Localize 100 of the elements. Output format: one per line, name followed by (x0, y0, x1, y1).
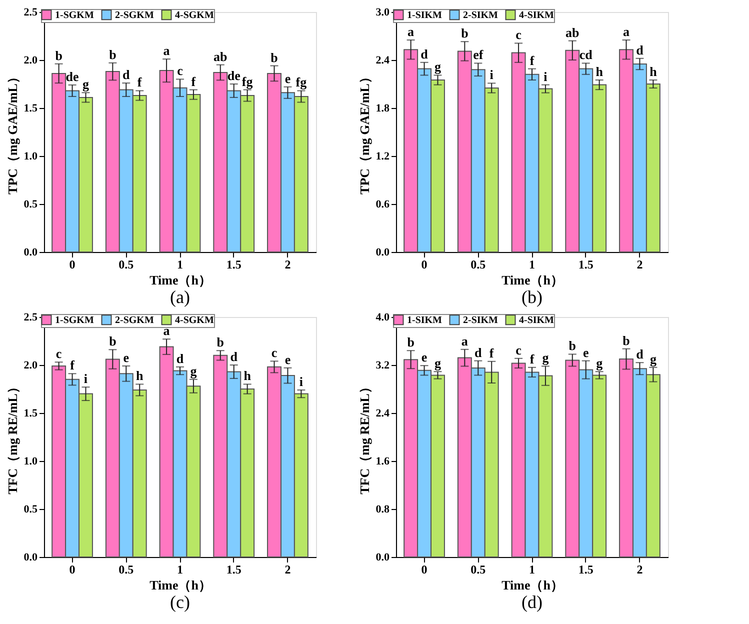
data-label: d (636, 42, 644, 58)
x-tick-label: 0 (421, 258, 428, 272)
x-axis-title: Time（h） (502, 272, 564, 288)
data-label: f (70, 358, 76, 373)
x-tick-label: 0 (69, 562, 76, 576)
data-label: de (227, 68, 241, 83)
text: (d) (522, 592, 542, 612)
x-tick-label: 0 (421, 562, 428, 576)
data-label: f (489, 345, 494, 360)
legend-label: 1-SGKM (55, 10, 94, 21)
data-label: b (216, 334, 224, 350)
data-label: fg (242, 74, 254, 89)
x-axis-title: Time（h） (150, 272, 212, 288)
x-tick-label: 1 (529, 562, 535, 576)
x-tick-label: 0.5 (470, 562, 486, 576)
y-axis-title: TFC（mg RE/mL） (4, 380, 20, 494)
x-tick-label: 1.5 (226, 562, 242, 576)
x-tick-label: 0.5 (118, 562, 134, 576)
x-axis-title: Time（h） (502, 578, 564, 592)
data-label: e (284, 70, 291, 86)
data-label: b (109, 46, 116, 62)
data-label: a (461, 333, 468, 348)
data-label: h (596, 64, 604, 79)
x-tick-label: 1 (177, 258, 183, 272)
data-label: d (636, 346, 644, 362)
y-tick-label: 0.8 (376, 504, 390, 516)
x-tick-label: 1 (177, 562, 183, 576)
y-axis-title: TFC（mg RE/mL） (356, 380, 372, 494)
y-axis-title: TPC（mg GAE/mL） (4, 70, 20, 194)
y-tick-label: 1.0 (24, 456, 38, 468)
y-tick-label: 1.6 (376, 456, 390, 468)
data-label: c (177, 63, 184, 78)
x-tick-label: 2 (636, 562, 643, 576)
data-label: d (474, 344, 483, 360)
data-label: d (230, 349, 238, 364)
y-tick-label: 4.0 (376, 312, 390, 324)
data-label: c (516, 342, 522, 358)
text: (a) (170, 287, 190, 307)
data-label: e (421, 350, 428, 365)
x-axis-title: Time（h） (150, 578, 212, 592)
data-label: e (582, 344, 589, 360)
y-tick-label: 1.2 (376, 150, 390, 162)
legend-label: 2-SGKM (115, 10, 154, 21)
data-label: f (530, 351, 535, 366)
data-label: b (109, 334, 116, 349)
x-tick-label: 2 (636, 258, 643, 272)
y-axis-title: TPC（mg GAE/mL） (356, 70, 372, 194)
legend-label: 1-SGKM (55, 314, 94, 326)
y-tick-label: 0.6 (376, 198, 390, 210)
data-label: b (55, 48, 62, 63)
y-tick-label: 0.5 (24, 198, 38, 210)
y-tick-label: 1.0 (24, 150, 38, 162)
legend-label: 4-SGKM (175, 10, 214, 21)
y-tick-label: 2.0 (24, 360, 38, 372)
y-tick-label: 0.0 (376, 246, 390, 258)
y-tick-label: 2.4 (376, 408, 390, 420)
y-tick-label: 2.5 (24, 312, 38, 324)
data-label: i (490, 67, 494, 82)
data-label: ef (473, 47, 484, 62)
data-label: g (434, 356, 442, 371)
data-label: ab (214, 48, 228, 64)
data-label: a (163, 43, 170, 58)
data-label: a (408, 24, 415, 39)
data-label: g (434, 59, 442, 74)
data-label: f (530, 52, 535, 68)
x-tick-label: 1 (529, 258, 535, 272)
data-label: cd (579, 47, 594, 62)
y-tick-label: 3.2 (376, 360, 390, 372)
y-tick-label: 2.4 (376, 54, 390, 66)
data-label: fg (296, 74, 308, 90)
data-label: e (123, 350, 130, 365)
data-label: d (122, 67, 131, 82)
legend-label: 2-SIKM (463, 314, 499, 326)
data-label: g (82, 76, 90, 92)
x-tick-label: 2 (284, 562, 291, 576)
y-tick-label: 1.8 (376, 102, 390, 114)
data-label: g (650, 351, 657, 366)
legend-label: 1-SIKM (407, 10, 443, 21)
data-label: f (191, 74, 196, 89)
data-label: ab (566, 24, 580, 40)
data-label: d (176, 350, 184, 366)
x-tick-label: 0.5 (118, 258, 134, 272)
y-tick-label: 2.0 (24, 54, 38, 66)
data-label: b (568, 338, 576, 354)
data-label: i (299, 374, 304, 389)
data-label: e (284, 352, 291, 367)
legend-label: 4-SIKM (519, 314, 555, 326)
y-tick-label: 0.5 (24, 504, 38, 516)
data-label: d (420, 46, 429, 62)
data-label: b (270, 50, 278, 65)
data-label: c (56, 346, 62, 362)
y-tick-label: 0.0 (376, 552, 390, 564)
y-tick-label: 1.5 (24, 102, 38, 114)
x-tick-label: 1.5 (578, 258, 594, 272)
data-label: h (136, 368, 144, 384)
x-tick-label: 1.5 (226, 258, 242, 272)
data-label: c (271, 345, 278, 360)
x-tick-label: 2 (284, 258, 291, 272)
data-label: a (163, 323, 170, 338)
y-tick-label: 3.0 (376, 6, 390, 18)
